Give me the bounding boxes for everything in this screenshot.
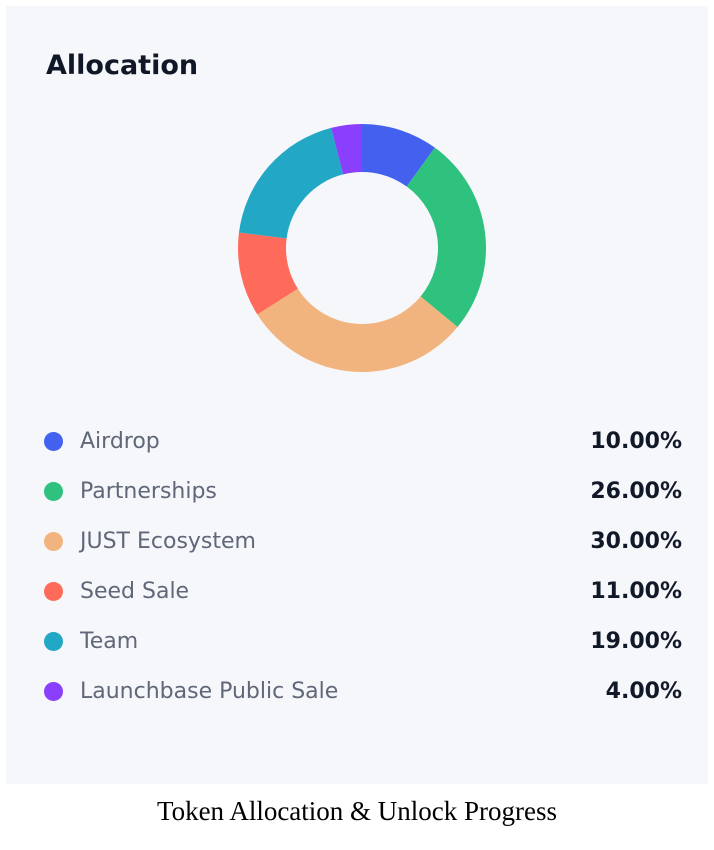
legend-item: Airdrop 10.00% [44,416,682,466]
donut-slice-just-ecosystem[interactable] [257,288,458,372]
legend-color-dot [44,431,63,451]
legend-value: 30.00% [590,528,682,554]
allocation-card: Allocation Airdrop 10.00% Partnerships 26.0… [6,6,708,784]
legend-color-dot [44,631,63,651]
legend-item: Launchbase Public Sale 4.00% [44,666,682,716]
legend-label: Partnerships [80,478,217,504]
card-title: Allocation [46,50,199,81]
figure-caption: Token Allocation & Unlock Progress [156,796,558,826]
allocation-donut-chart [238,124,486,372]
legend-item: Partnerships 26.00% [44,466,682,516]
donut-slice-airdrop[interactable] [362,124,435,187]
legend-color-dot [44,531,63,551]
legend-label: Airdrop [80,428,160,454]
legend-value: 4.00% [605,678,682,704]
legend-label: Seed Sale [80,578,190,604]
chart-legend: Airdrop 10.00% Partnerships 26.00% JUST Ecos… [44,416,682,716]
legend-color-dot [44,681,63,701]
legend-value: 11.00% [590,578,682,604]
donut-slice-team[interactable] [238,127,344,239]
legend-value: 26.00% [590,478,682,504]
legend-color-dot [44,481,63,501]
legend-item: Seed Sale 11.00% [44,566,682,616]
legend-label: Team [80,628,139,654]
legend-value: 19.00% [590,628,682,654]
donut-slice-seed-sale[interactable] [238,232,298,315]
legend-item: JUST Ecosystem 30.00% [44,516,682,566]
legend-label: JUST Ecosystem [80,528,256,554]
legend-label: Launchbase Public Sale [80,678,339,704]
legend-value: 10.00% [590,428,682,454]
donut-slice-launchbase-public-sale[interactable] [331,124,362,175]
legend-color-dot [44,581,63,601]
donut-slice-partnerships[interactable] [406,147,486,328]
legend-item: Team 19.00% [44,616,682,666]
